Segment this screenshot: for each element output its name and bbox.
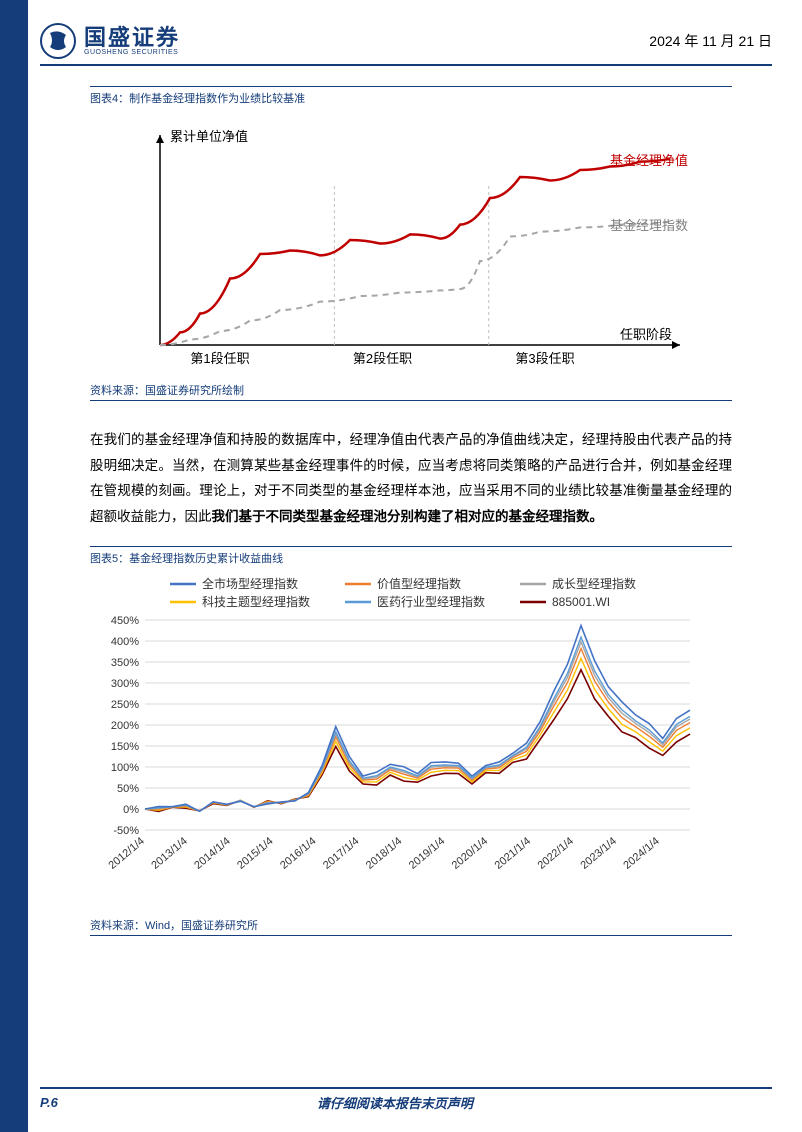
svg-text:350%: 350% bbox=[111, 657, 139, 669]
svg-text:2016/1/4: 2016/1/4 bbox=[278, 835, 319, 872]
svg-text:基金经理指数: 基金经理指数 bbox=[610, 218, 688, 233]
footer-disclaimer: 请仔细阅读本报告末页声明 bbox=[58, 1093, 732, 1112]
svg-text:400%: 400% bbox=[111, 636, 139, 648]
svg-text:2019/1/4: 2019/1/4 bbox=[407, 835, 448, 872]
paragraph-bold: 我们基于不同类型基金经理池分别构建了相对应的基金经理指数。 bbox=[212, 509, 604, 524]
figure5-chart: 全市场型经理指数 价值型经理指数 成长型经理指数科技主题型经理指数 医药行业型经理指数… bbox=[90, 570, 732, 915]
svg-text:250%: 250% bbox=[111, 699, 139, 711]
svg-text:第2段任职: 第2段任职 bbox=[353, 351, 412, 366]
svg-text:2012/1/4: 2012/1/4 bbox=[106, 835, 147, 872]
svg-text:2018/1/4: 2018/1/4 bbox=[364, 835, 405, 872]
company-logo: 国盛证券 GUOSHENG SECURITIES bbox=[40, 23, 180, 59]
page-header: 国盛证券 GUOSHENG SECURITIES 2024 年 11 月 21 … bbox=[40, 22, 772, 66]
figure4-title: 图表4：制作基金经理指数作为业绩比较基准 bbox=[90, 86, 732, 106]
svg-text:医药行业型经理指数: 医药行业型经理指数 bbox=[377, 594, 485, 609]
svg-text:2024/1/4: 2024/1/4 bbox=[621, 835, 662, 872]
svg-text:科技主题型经理指数: 科技主题型经理指数 bbox=[202, 594, 310, 609]
svg-text:2014/1/4: 2014/1/4 bbox=[192, 835, 233, 872]
figure5-source: 资料来源：Wind，国盛证券研究所 bbox=[90, 917, 732, 936]
svg-text:2015/1/4: 2015/1/4 bbox=[235, 835, 276, 872]
svg-text:第3段任职: 第3段任职 bbox=[515, 351, 574, 366]
page-footer: P.6 请仔细阅读本报告末页声明 bbox=[40, 1087, 772, 1112]
svg-text:100%: 100% bbox=[111, 762, 139, 774]
svg-text:累计单位净值: 累计单位净值 bbox=[170, 129, 248, 144]
svg-text:成长型经理指数: 成长型经理指数 bbox=[552, 576, 636, 591]
svg-text:2023/1/4: 2023/1/4 bbox=[578, 835, 619, 872]
page-number: P.6 bbox=[40, 1095, 58, 1110]
svg-text:价值型经理指数: 价值型经理指数 bbox=[377, 576, 461, 591]
svg-text:0%: 0% bbox=[123, 804, 139, 816]
company-name-en: GUOSHENG SECURITIES bbox=[84, 49, 180, 56]
svg-text:第1段任职: 第1段任职 bbox=[190, 351, 249, 366]
figure4-source: 资料来源：国盛证券研究所绘制 bbox=[90, 382, 732, 401]
logo-icon bbox=[40, 23, 76, 59]
figure4-chart: 累计单位净值任职阶段第1段任职 第2段任职 第3段任职 基金经理净值基金经理指数 bbox=[90, 110, 732, 380]
svg-text:450%: 450% bbox=[111, 615, 139, 627]
left-stripe bbox=[0, 0, 28, 1132]
svg-text:2020/1/4: 2020/1/4 bbox=[450, 835, 491, 872]
svg-text:885001.WI: 885001.WI bbox=[552, 595, 610, 609]
svg-text:200%: 200% bbox=[111, 720, 139, 732]
svg-text:150%: 150% bbox=[111, 741, 139, 753]
svg-text:2022/1/4: 2022/1/4 bbox=[536, 835, 577, 872]
svg-text:全市场型经理指数: 全市场型经理指数 bbox=[202, 576, 298, 591]
svg-text:50%: 50% bbox=[117, 783, 139, 795]
svg-text:任职阶段: 任职阶段 bbox=[620, 327, 672, 342]
body-paragraph: 在我们的基金经理净值和持股的数据库中，经理净值由代表产品的净值曲线决定，经理持股… bbox=[90, 427, 732, 530]
report-date: 2024 年 11 月 21 日 bbox=[649, 31, 772, 51]
figure5-title: 图表5：基金经理指数历史累计收益曲线 bbox=[90, 546, 732, 566]
svg-text:2021/1/4: 2021/1/4 bbox=[493, 835, 534, 872]
svg-text:2013/1/4: 2013/1/4 bbox=[149, 835, 190, 872]
company-name-cn: 国盛证券 bbox=[84, 27, 180, 49]
svg-text:-50%: -50% bbox=[113, 825, 139, 837]
svg-text:基金经理净值: 基金经理净值 bbox=[610, 153, 688, 168]
page-content: 图表4：制作基金经理指数作为业绩比较基准 累计单位净值任职阶段第1段任职 第2段任… bbox=[90, 86, 732, 936]
svg-text:2017/1/4: 2017/1/4 bbox=[321, 835, 362, 872]
svg-text:300%: 300% bbox=[111, 678, 139, 690]
